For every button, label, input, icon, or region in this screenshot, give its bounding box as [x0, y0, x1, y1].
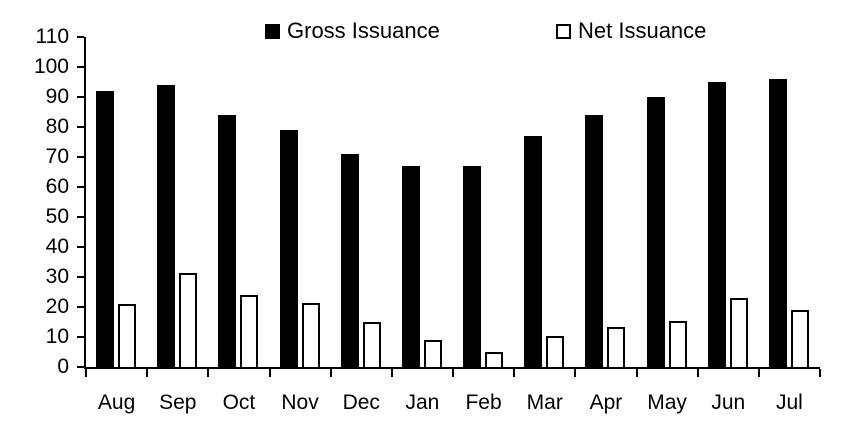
y-axis-label: 0	[57, 355, 69, 378]
x-axis-label: Mar	[526, 391, 563, 414]
bar-gross-jul	[768, 79, 787, 367]
x-axis-tick	[146, 369, 149, 377]
x-axis-label: Sep	[159, 391, 197, 414]
x-axis-tick	[574, 369, 577, 377]
x-axis-label: Aug	[97, 391, 136, 414]
y-axis-tick	[77, 306, 84, 308]
x-axis-tick	[268, 369, 271, 377]
y-axis-label: 40	[45, 235, 69, 258]
y-axis-tick	[77, 126, 84, 128]
x-axis-label: Oct	[222, 391, 256, 414]
y-axis-label: 60	[45, 175, 69, 198]
legend-item-gross: Gross Issuance	[265, 20, 440, 42]
x-axis-label: Dec	[342, 391, 380, 414]
y-axis-tick	[77, 246, 84, 248]
y-axis-tick	[77, 366, 84, 368]
x-axis-tick	[329, 369, 332, 377]
x-axis-label: Nov	[281, 391, 319, 414]
y-axis-label: 100	[33, 55, 69, 78]
y-axis-label: 50	[45, 205, 69, 228]
bar-net-oct	[240, 295, 259, 367]
x-axis-label: Jun	[711, 391, 746, 414]
x-axis-tick	[513, 369, 516, 377]
bar-net-apr	[607, 326, 626, 367]
y-axis-tick	[77, 186, 84, 188]
bar-net-nov	[301, 302, 320, 367]
y-axis-label: 90	[45, 85, 69, 108]
bar-gross-jun	[707, 82, 726, 367]
x-axis-tick	[696, 369, 699, 377]
bar-net-jun	[729, 298, 748, 367]
bar-net-jul	[790, 310, 809, 367]
x-axis-tick	[452, 369, 454, 377]
bar-net-mar	[546, 335, 565, 367]
bar-gross-mar	[524, 136, 543, 367]
plot-area	[84, 37, 820, 369]
x-axis-tick	[635, 369, 638, 377]
y-axis-tick	[77, 156, 84, 158]
x-axis-tick	[390, 369, 393, 377]
y-axis-tick	[77, 276, 84, 278]
bar-gross-apr	[585, 115, 604, 367]
legend-swatch-net-icon	[556, 23, 571, 39]
x-axis-tick	[207, 369, 210, 377]
bar-gross-may	[646, 97, 665, 367]
legend-label-gross: Gross Issuance	[287, 18, 440, 43]
y-axis-label: 80	[45, 115, 69, 138]
x-axis-label: Feb	[465, 391, 502, 414]
y-axis-label: 70	[45, 145, 69, 168]
bar-net-jan	[423, 340, 442, 367]
bar-gross-dec	[340, 154, 359, 367]
y-axis-tick	[77, 336, 84, 338]
y-axis-tick	[77, 96, 84, 98]
x-axis-label: Jul	[775, 391, 803, 414]
bar-net-sep	[179, 272, 198, 367]
y-axis-label: 20	[45, 295, 69, 318]
x-axis-label: Apr	[589, 391, 623, 414]
bar-gross-jan	[401, 166, 420, 367]
bar-gross-nov	[279, 130, 298, 367]
x-axis-label: May	[647, 391, 687, 414]
bar-net-dec	[362, 322, 381, 367]
legend-swatch-gross-icon	[265, 23, 280, 39]
x-axis-label: Jan	[405, 391, 440, 414]
legend-label-net: Net Issuance	[578, 18, 707, 43]
legend-item-net: Net Issuance	[556, 20, 706, 42]
x-axis-tick	[85, 369, 87, 377]
bar-net-aug	[118, 304, 136, 367]
bar-gross-oct	[218, 115, 237, 367]
bar-net-feb	[485, 352, 503, 367]
y-axis-tick	[77, 216, 84, 218]
y-axis-tick	[77, 36, 84, 38]
y-axis-label: 110	[35, 25, 69, 48]
bar-net-may	[668, 320, 687, 367]
y-axis-tick	[77, 66, 84, 68]
y-axis-label: 30	[45, 265, 69, 288]
x-axis-tick	[819, 369, 821, 377]
bar-gross-sep	[157, 85, 176, 367]
y-axis-label: 10	[45, 325, 69, 348]
bar-gross-aug	[96, 91, 114, 367]
bar-gross-feb	[463, 166, 481, 367]
x-axis-tick	[757, 369, 760, 377]
